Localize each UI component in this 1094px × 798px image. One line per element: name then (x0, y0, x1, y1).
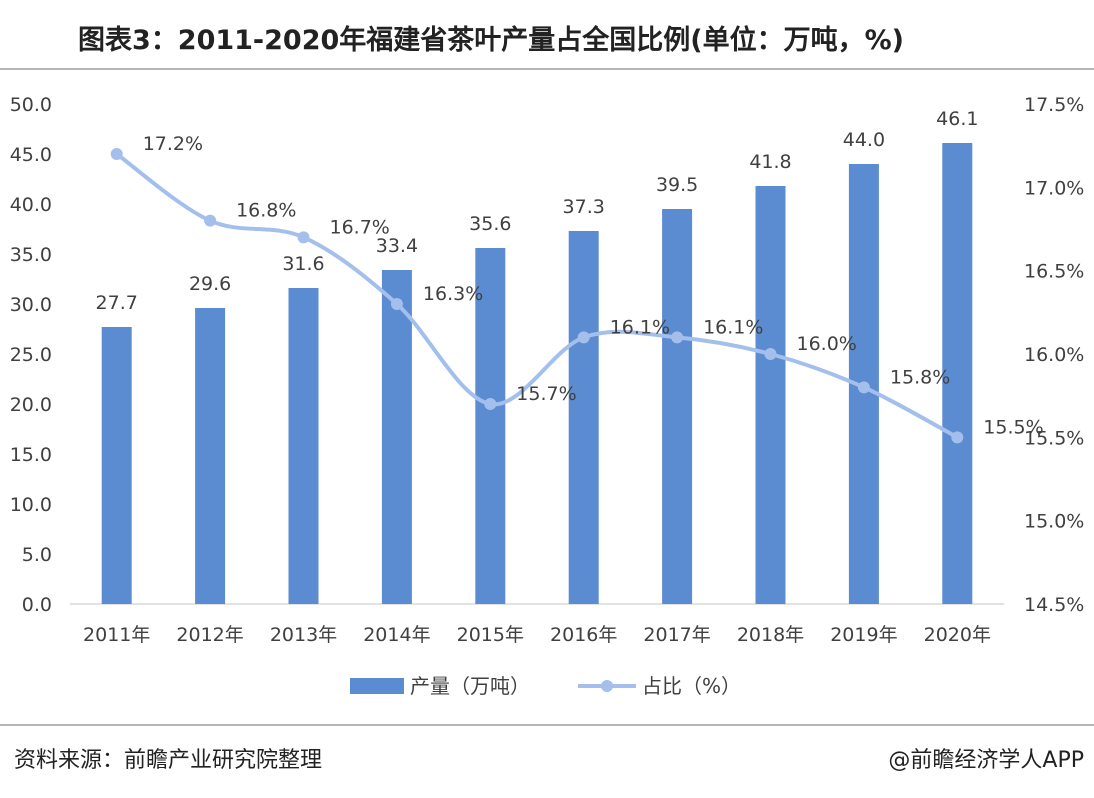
source-note: 资料来源：前瞻产业研究院整理 (14, 748, 323, 773)
bar-data-label: 35.6 (469, 213, 511, 235)
line-point (204, 214, 217, 227)
legend-bar-swatch (350, 678, 404, 694)
line-data-label: 16.1% (610, 316, 670, 338)
x-tick-label: 2015年 (457, 624, 524, 646)
y-left-tick-label: 50.0 (10, 94, 52, 116)
legend-line-label: 占比（%） (642, 674, 741, 698)
y-left-tick-label: 45.0 (10, 144, 52, 166)
bar-data-label: 41.8 (749, 151, 791, 173)
line-data-label: 16.7% (330, 216, 390, 238)
line-point (764, 348, 777, 360)
bar (942, 143, 973, 604)
y-left-tick-label: 30.0 (10, 294, 52, 316)
x-axis: 2011年 2012年 2013年 2014年 2015年 2016年 2017年 2018年… (83, 624, 991, 646)
y-left-tick-label: 15.0 (10, 444, 52, 466)
y-right-axis: 14.5% 15.0% 15.5% 16.0% 16.5% 17.0% 17.5% (1024, 94, 1084, 616)
chart-title: 图表3：2011-2020年福建省茶叶产量占全国比例(单位：万吨，%) (78, 25, 905, 56)
bar-data-label: 37.3 (563, 196, 605, 218)
bar (475, 248, 506, 604)
bar-data-label: 39.5 (656, 174, 698, 196)
bar (381, 270, 412, 604)
line-data-labels: 17.2% 16.8% 16.7% 16.3% 15.7% 16.1% 16.1% 16.0%… (143, 133, 1044, 438)
y-right-tick-label: 16.0% (1024, 344, 1084, 366)
bar (662, 209, 693, 604)
x-tick-label: 2017年 (643, 624, 710, 646)
x-tick-label: 2018年 (737, 624, 804, 646)
line-data-label: 16.1% (703, 316, 763, 338)
bar-data-label: 27.7 (96, 292, 138, 314)
x-tick-label: 2013年 (270, 624, 337, 646)
title-divider (0, 68, 1094, 70)
bar-data-label: 44.0 (843, 129, 885, 151)
line-point (297, 231, 310, 244)
y-left-tick-label: 5.0 (22, 544, 52, 566)
line-point (857, 381, 870, 394)
x-tick-label: 2014年 (363, 624, 430, 646)
line-data-label: 16.3% (423, 283, 483, 305)
line-data-label: 15.5% (983, 416, 1043, 438)
x-tick-label: 2012年 (176, 624, 243, 646)
line-points (110, 148, 964, 444)
line-data-label: 15.7% (516, 383, 576, 405)
y-left-tick-label: 40.0 (10, 194, 52, 216)
footer-divider (0, 724, 1094, 726)
y-left-tick-label: 20.0 (10, 394, 52, 416)
line-data-label: 16.0% (797, 333, 857, 355)
line-point (110, 148, 123, 160)
x-tick-label: 2016年 (550, 624, 617, 646)
bar-series (101, 143, 973, 604)
bar (101, 327, 132, 604)
y-right-tick-label: 14.5% (1024, 594, 1084, 616)
bar-data-label: 33.4 (376, 235, 418, 257)
y-left-tick-label: 25.0 (10, 344, 52, 366)
y-right-tick-label: 17.0% (1024, 177, 1084, 199)
legend-bar-label: 产量（万吨） (410, 674, 530, 698)
line-point (671, 331, 684, 344)
line-data-label: 15.8% (890, 366, 950, 388)
y-right-tick-label: 16.5% (1024, 261, 1084, 283)
line-data-label: 16.8% (236, 200, 296, 222)
line-point (390, 298, 403, 310)
bar-data-label: 29.6 (189, 273, 231, 295)
y-left-tick-label: 10.0 (10, 494, 52, 516)
y-right-tick-label: 15.0% (1024, 511, 1084, 533)
line-point (951, 431, 964, 444)
bar (568, 231, 599, 604)
chart: 0.0 5.0 10.0 15.0 20.0 25.0 30.0 35.0 40.0 45.0 50… (10, 94, 1085, 698)
bar-data-label: 31.6 (282, 253, 324, 275)
bar (195, 308, 226, 604)
x-tick-label: 2019年 (830, 624, 897, 646)
x-tick-label: 2011年 (83, 624, 150, 646)
bar (288, 288, 319, 604)
legend-line-marker (601, 680, 613, 692)
y-left-tick-label: 35.0 (10, 244, 52, 266)
x-tick-label: 2020年 (924, 624, 991, 646)
line-point (577, 331, 590, 344)
line-data-label: 17.2% (143, 133, 203, 155)
bar-data-label: 46.1 (936, 108, 978, 130)
y-left-axis: 0.0 5.0 10.0 15.0 20.0 25.0 30.0 35.0 40.0 45.0 50… (10, 94, 52, 616)
legend: 产量（万吨） 占比（%） (350, 674, 741, 698)
bar (755, 186, 786, 604)
credit-note: @前瞻经济学人APP (888, 748, 1084, 773)
bar-data-labels: 27.7 29.6 31.6 33.4 35.6 37.3 39.5 41.8 44.0 46.1 (96, 108, 979, 314)
y-left-tick-label: 0.0 (22, 594, 52, 616)
line-point (484, 398, 497, 410)
y-right-tick-label: 17.5% (1024, 94, 1084, 116)
y-right-tick-label: 15.5% (1024, 427, 1084, 449)
share-line (115, 152, 959, 440)
